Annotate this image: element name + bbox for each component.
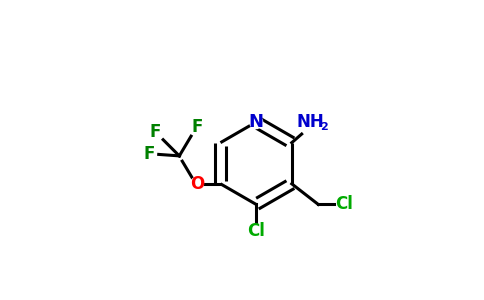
Circle shape [250, 116, 263, 128]
Text: N: N [249, 113, 264, 131]
Text: F: F [144, 146, 155, 164]
Text: Cl: Cl [335, 195, 353, 213]
Text: F: F [150, 123, 161, 141]
Circle shape [191, 177, 203, 190]
Text: 2: 2 [319, 122, 327, 132]
Text: Cl: Cl [247, 222, 265, 240]
Text: F: F [192, 118, 203, 136]
Text: NH: NH [297, 113, 325, 131]
Text: O: O [190, 175, 204, 193]
